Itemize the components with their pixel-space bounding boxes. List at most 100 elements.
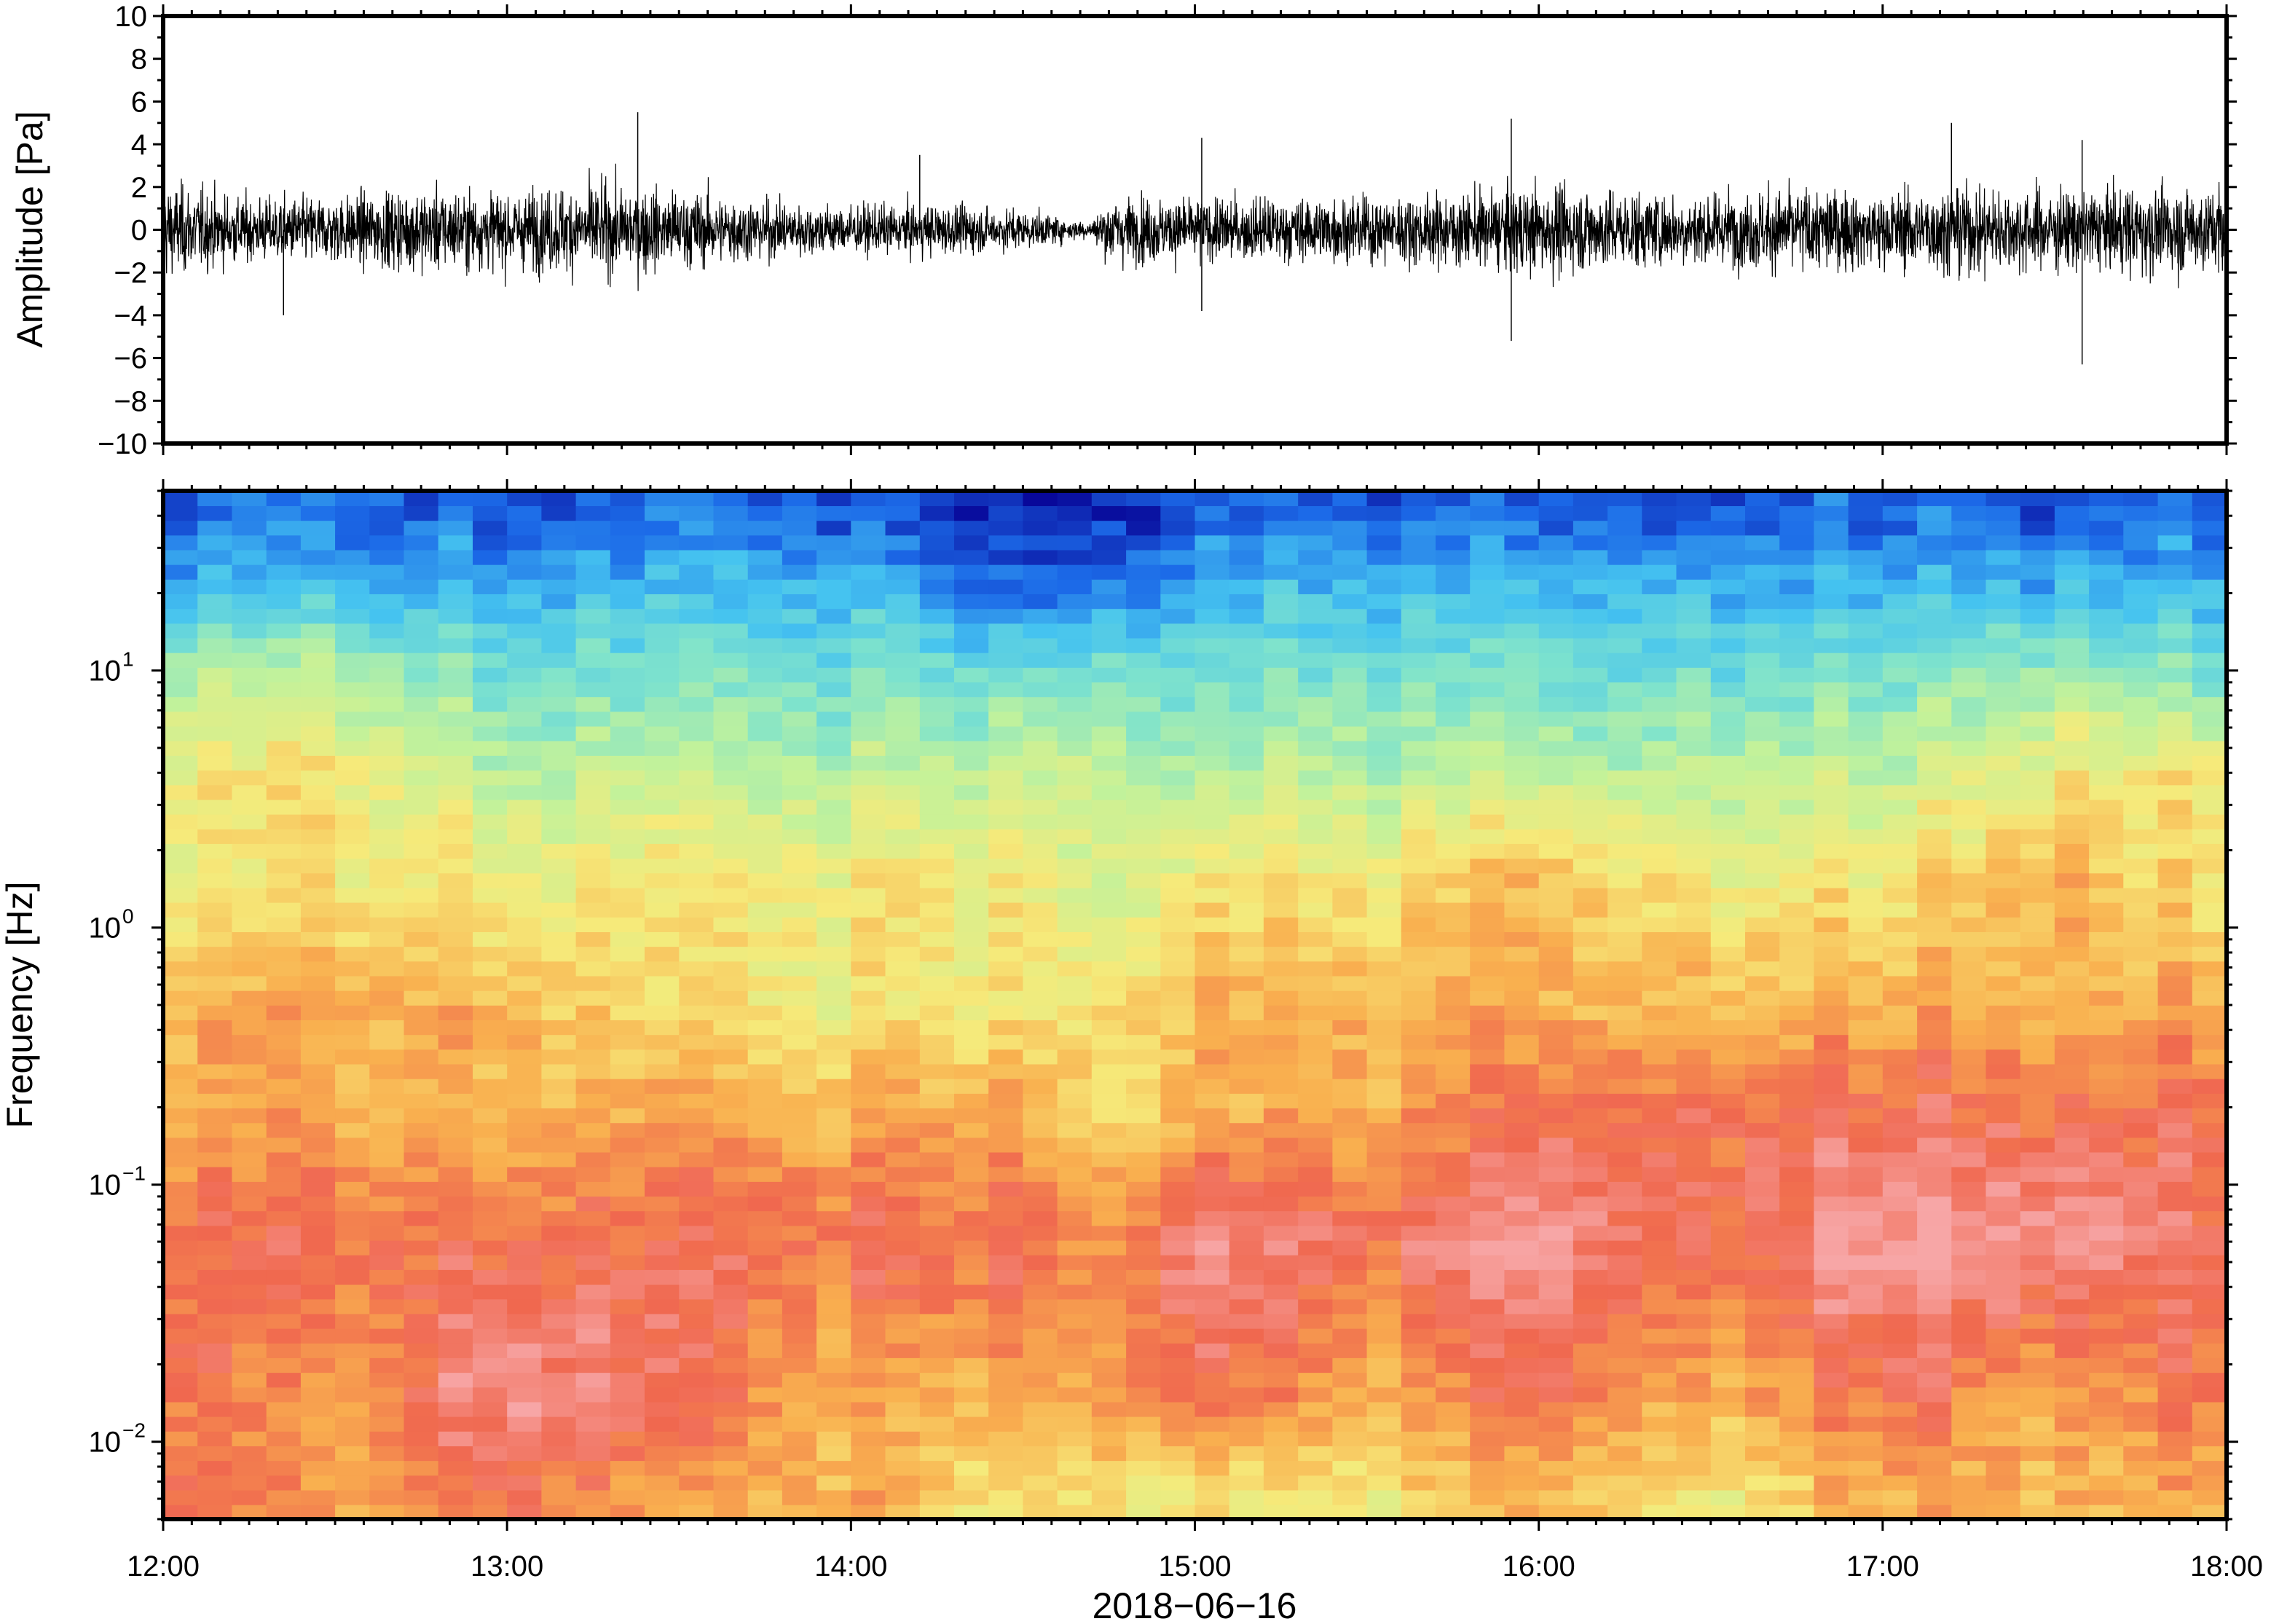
spectrogram-cell — [1470, 1093, 1506, 1108]
spectrogram-cell — [1985, 1446, 2021, 1462]
spectrogram-cell — [232, 828, 267, 844]
spectrogram-cell — [679, 1475, 715, 1491]
spectrogram-cell — [713, 990, 749, 1006]
spectrogram-cell — [1366, 1504, 1402, 1519]
spectrogram-cell — [816, 535, 852, 551]
spectrogram-cell — [1985, 1387, 2021, 1403]
spectrogram-cell — [1229, 887, 1264, 903]
spectrogram-cell — [2089, 696, 2125, 712]
spectrogram-cell — [919, 813, 955, 829]
spectrogram-cell — [1091, 1137, 1127, 1153]
spectrogram-cell — [438, 1151, 473, 1167]
spectrogram-cell — [473, 1254, 508, 1270]
spectrogram-cell — [2192, 1196, 2227, 1212]
spectrogram-cell — [300, 1460, 336, 1476]
spectrogram-cell — [404, 1313, 439, 1329]
spectrogram-cell — [1436, 1049, 1471, 1065]
spectrogram-cell — [2192, 813, 2227, 829]
spectrogram-cell — [404, 1049, 439, 1065]
spectrogram-cell — [1470, 1446, 1506, 1462]
spectrogram-cell — [232, 902, 267, 918]
spectrogram-cell — [851, 1504, 886, 1519]
spectrogram-cell — [1573, 828, 1608, 844]
spectrogram-cell — [541, 1034, 577, 1050]
spectrogram-cell — [1676, 1269, 1712, 1285]
spectrogram-cell — [919, 1005, 955, 1020]
spectrogram-cell — [610, 1489, 645, 1505]
spectrogram-cell — [232, 990, 267, 1006]
spectrogram-cell — [988, 564, 1024, 580]
spectrogram-cell — [782, 858, 817, 874]
spectrogram-cell — [1573, 1489, 1608, 1505]
spectrogram-cell — [1779, 770, 1815, 786]
spectrogram-cell — [163, 1196, 198, 1212]
spectrogram-cell — [1745, 520, 1780, 536]
spectrogram-cell — [1332, 1137, 1368, 1153]
spectrogram-cell — [1917, 828, 1953, 844]
spectrogram-cell — [1917, 1460, 1953, 1476]
spectrogram-cell — [473, 564, 508, 580]
spectrogram-cell — [1882, 1239, 1918, 1256]
spectrogram-cell — [2192, 1093, 2227, 1108]
spectrogram-cell — [197, 1431, 233, 1446]
spectrogram-cell — [919, 1298, 955, 1314]
spectrogram-cell — [1814, 1063, 1849, 1079]
spectrogram-cell — [1023, 1093, 1058, 1108]
spectrogram-cell — [1779, 535, 1815, 551]
spectrogram-cell — [885, 961, 921, 977]
spectrogram-cell — [1607, 1446, 1643, 1462]
spectrogram-cell — [2123, 1475, 2159, 1491]
spectrogram-cell — [2123, 623, 2159, 639]
spectrogram-cell — [2020, 1034, 2055, 1050]
spectrogram-cell — [1436, 784, 1471, 800]
spectrogram-cell — [1676, 1489, 1712, 1505]
spectrogram-cell — [266, 872, 302, 888]
amplitude-axis-label: Amplitude [Pa] — [9, 111, 50, 347]
spectrogram-cell — [1848, 770, 1884, 786]
spectrogram-cell — [816, 1284, 852, 1300]
spectrogram-cell — [747, 579, 783, 594]
spectrogram-cell — [1504, 1460, 1540, 1476]
spectrogram-cell — [473, 1387, 508, 1403]
spectrogram-cell — [782, 652, 817, 668]
spectrogram-cell — [2054, 1446, 2090, 1462]
spectrogram-cell — [1091, 872, 1127, 888]
spectrogram-cell — [1057, 1401, 1093, 1417]
spectrogram-cell — [1848, 1357, 1884, 1373]
amplitude-tick-label: 0 — [131, 215, 147, 247]
spectrogram-cell — [1332, 1489, 1368, 1505]
spectrogram-cell — [1298, 1196, 1334, 1212]
spectrogram-cell — [1951, 799, 1987, 815]
spectrogram-cell — [679, 1034, 715, 1050]
spectrogram-cell — [1160, 902, 1196, 918]
spectrogram-cell — [473, 1049, 508, 1065]
spectrogram-cell — [1882, 1446, 1918, 1462]
spectrogram-cell — [1985, 931, 2021, 947]
spectrogram-cell — [1057, 623, 1093, 639]
spectrogram-cell — [1882, 652, 1918, 668]
spectrogram-cell — [988, 637, 1024, 653]
spectrogram-cell — [1676, 1387, 1712, 1403]
spectrogram-cell — [1263, 667, 1299, 683]
spectrogram-cell — [300, 1093, 336, 1108]
spectrogram-cell — [1470, 1460, 1506, 1476]
spectrogram-cell — [954, 1460, 989, 1476]
spectrogram-cell — [1745, 711, 1780, 727]
spectrogram-cell — [1951, 1225, 1987, 1241]
spectrogram-cell — [1436, 1254, 1471, 1270]
spectrogram-cell — [1676, 549, 1712, 565]
spectrogram-cell — [1160, 535, 1196, 551]
spectrogram-cell — [1263, 843, 1299, 859]
spectrogram-cell — [1814, 579, 1849, 594]
spectrogram-cell — [1642, 1357, 1677, 1373]
spectrogram-cell — [1985, 652, 2021, 668]
spectrogram-cell — [300, 975, 336, 991]
spectrogram-cell — [1745, 1063, 1780, 1079]
spectrogram-cell — [1676, 1431, 1712, 1446]
spectrogram-cell — [404, 1284, 439, 1300]
spectrogram-cell — [1504, 667, 1540, 683]
spectrogram-cell — [1366, 1181, 1402, 1197]
spectrogram-cell — [507, 770, 543, 786]
spectrogram-cell — [1607, 696, 1643, 712]
frequency-tick-exponent: 0 — [122, 905, 134, 928]
